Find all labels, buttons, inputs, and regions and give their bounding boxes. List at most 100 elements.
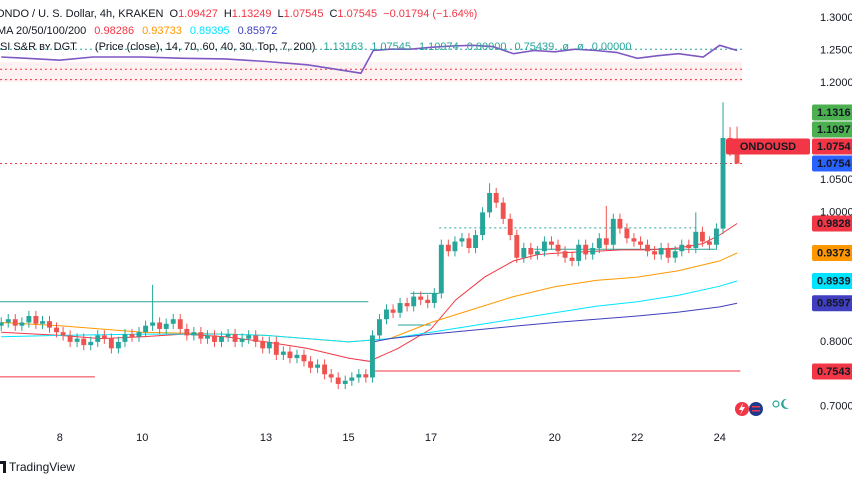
candle-body: [397, 303, 403, 313]
legend-ohlc-value: 1.13249: [232, 8, 272, 20]
candle-body: [219, 336, 224, 342]
candle-body: [431, 293, 437, 304]
candle-body: [239, 338, 245, 342]
event-icon-glyph: [739, 403, 745, 415]
candle-body: [411, 296, 417, 307]
candle-body: [404, 303, 410, 307]
legend-row: MA 20/50/100/200 0.98286 0.93733 0.89395 0.8…: [0, 25, 277, 37]
candle-body: [0, 322, 4, 326]
candle-body: [266, 341, 272, 349]
x-tick-label: 13: [260, 432, 272, 444]
candle-body: [665, 247, 671, 258]
candle-body: [596, 238, 602, 248]
candle-body: [260, 341, 266, 349]
candle-body: [54, 327, 59, 333]
x-tick-label: 20: [549, 432, 561, 444]
candle-body: [95, 335, 101, 342]
symbol-label: ONDOUSD: [740, 141, 796, 153]
candle-body: [115, 341, 121, 349]
price-label: 1.1097: [817, 124, 851, 136]
price-label: 0.7543: [817, 366, 851, 378]
candle-body: [184, 328, 190, 336]
price-label-box: [812, 295, 852, 312]
candle-body: [246, 335, 252, 339]
price-label-box: [812, 121, 852, 138]
legend-indicator-value: ø: [577, 41, 584, 53]
candle-body: [418, 296, 424, 300]
x-tick-label: 22: [631, 432, 643, 444]
legend-indicator-value: 0.00000: [467, 41, 507, 53]
legend-ma-value: 0.98286: [94, 25, 134, 37]
legend-ohlc-value: 1.07545: [337, 8, 377, 20]
candle-body: [645, 244, 651, 252]
candle-body: [706, 241, 712, 245]
price-label-box: [812, 155, 852, 172]
candle-body: [157, 322, 163, 329]
moving-average-line: [1, 280, 738, 343]
candle-body: [19, 322, 25, 326]
candle-body: [686, 244, 692, 248]
candle-body: [369, 335, 375, 378]
candle-body: [576, 244, 582, 261]
candle-body: [555, 244, 561, 252]
candle-body: [150, 322, 156, 326]
plot-area: [0, 44, 742, 390]
y-tick-label: 1.25000: [820, 44, 852, 56]
price-label: 0.8939: [817, 275, 851, 287]
legend-ohlc-value: 1.09427: [178, 8, 218, 20]
candle-body: [562, 251, 568, 258]
candle-body: [459, 238, 465, 242]
candle-body: [26, 315, 32, 323]
legend-indicator-value: 1.10974: [419, 41, 459, 53]
candle-body: [480, 212, 486, 236]
legend-ohlc-key: O: [170, 8, 179, 20]
brand-name: TradingView: [9, 460, 75, 474]
legend-indicator-value: 1.07545: [371, 41, 411, 53]
candle-body: [60, 332, 66, 336]
legend-ohlc-value: 1.07545: [284, 8, 324, 20]
candle-body: [500, 202, 506, 219]
candle-body: [40, 321, 45, 324]
price-label: 0.8597: [817, 298, 851, 310]
candle-body: [191, 332, 197, 336]
candle-body: [363, 374, 369, 378]
candle-body: [569, 257, 575, 261]
y-tick-label: 1.05000: [820, 174, 852, 186]
candle-body: [280, 351, 286, 355]
price-label: 1.1316: [817, 107, 851, 119]
brand-logo: [0, 461, 6, 473]
candle-body: [177, 319, 183, 329]
candle-body: [5, 319, 11, 323]
candle-body: [652, 251, 658, 255]
moving-average-line: [373, 302, 738, 343]
candle-body: [445, 244, 451, 252]
candle-body: [487, 192, 493, 213]
candle-body: [384, 309, 389, 320]
legend-indicator-value: 1.13163: [323, 41, 363, 53]
zone-band: [0, 62, 742, 82]
legend-row: RSI S&R ʙʏ DGT (Price (close), 14, 70, 60…: [0, 41, 632, 53]
candle-body: [624, 228, 630, 239]
candle-body: [672, 251, 678, 258]
candle-body: [521, 247, 527, 258]
legend-indicator-params: (Price (close), 14, 70, 60, 40, 30, Top,…: [95, 41, 316, 53]
x-tick-label: 17: [425, 432, 437, 444]
candle-body: [225, 334, 231, 337]
candle-body: [603, 238, 609, 245]
candle-body: [638, 241, 643, 245]
candle-body: [534, 251, 540, 255]
event-icons: [735, 398, 789, 416]
candle-body: [699, 231, 705, 242]
legend-ma-title: MA 20/50/100/200: [0, 25, 86, 37]
candle-body: [12, 319, 18, 326]
candle-body: [33, 315, 39, 324]
candle-body: [493, 192, 499, 203]
legend-ma-value: 0.93733: [142, 25, 182, 37]
price-label: 1.0754: [817, 158, 852, 170]
y-tick-label: 1.00000: [820, 206, 852, 218]
price-label-box: [812, 104, 852, 121]
candle-body: [136, 332, 142, 337]
candle-body: [583, 244, 589, 255]
